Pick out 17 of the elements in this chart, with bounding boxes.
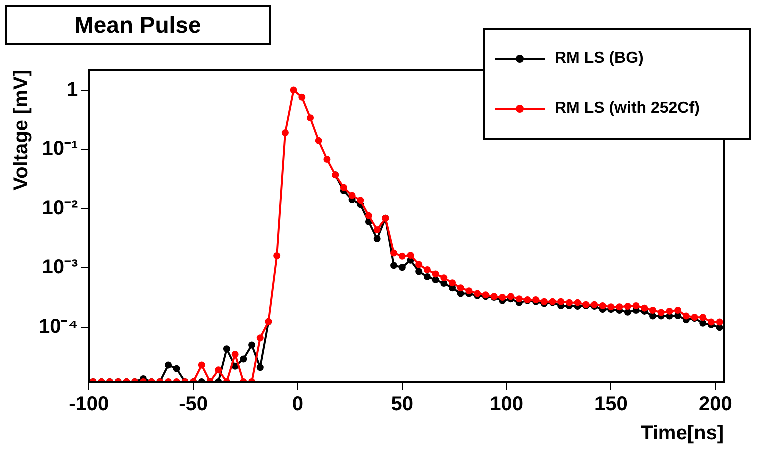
- legend-label: RM LS (BG): [555, 50, 644, 68]
- y-tick-label: 10⁻⁴: [39, 316, 78, 338]
- x-tick-label: 0: [292, 394, 304, 416]
- x-tick-label: -100: [69, 394, 110, 416]
- x-tick-label: -50: [179, 394, 208, 416]
- chart-title: Mean Pulse: [5, 5, 271, 45]
- x-tick-label: 100: [490, 394, 524, 416]
- x-axis-title: Time[ns]: [641, 422, 724, 445]
- x-tick-label: 150: [594, 394, 628, 416]
- x-tick-label: 200: [698, 394, 732, 416]
- y-tick-label: 10⁻³: [42, 256, 78, 279]
- y-tick-label: 10⁻¹: [42, 138, 78, 160]
- y-axis-title: Voltage [mV]: [10, 70, 33, 191]
- y-tick-label: 10⁻²: [42, 197, 78, 220]
- legend-label: RM LS (with 252Cf): [555, 100, 700, 118]
- y-tick-label: 1: [67, 78, 78, 101]
- x-tick-label: 50: [391, 394, 414, 416]
